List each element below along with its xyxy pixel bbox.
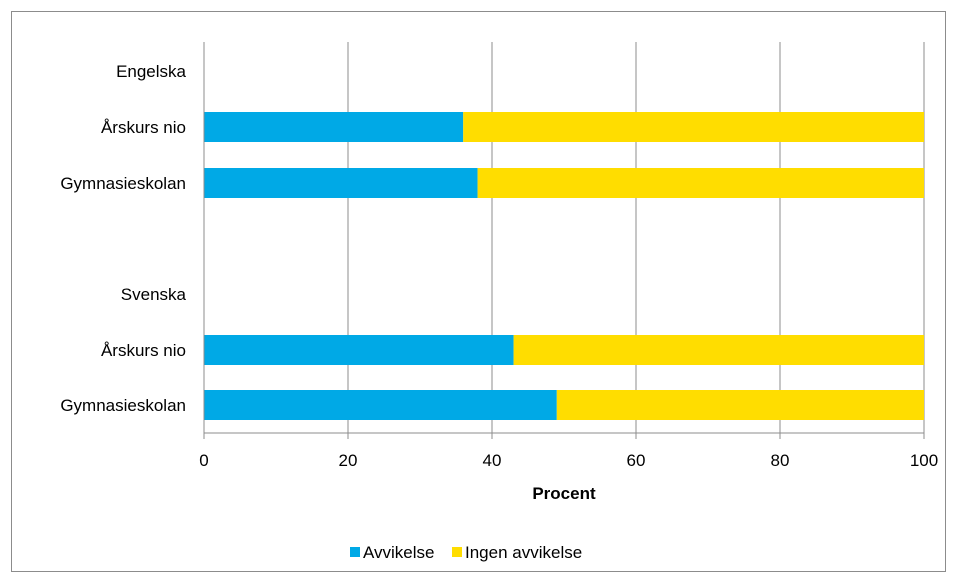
x-tick-label: 0 xyxy=(199,451,208,470)
group-label: Engelska xyxy=(116,62,186,81)
category-label: Årskurs nio xyxy=(101,118,186,137)
legend-swatch xyxy=(350,547,360,557)
group-label: Svenska xyxy=(121,285,187,304)
x-tick-label: 100 xyxy=(910,451,938,470)
x-tick-label: 80 xyxy=(771,451,790,470)
x-axis-title: Procent xyxy=(532,484,596,503)
category-label: Gymnasieskolan xyxy=(60,396,186,415)
bar-segment xyxy=(477,168,924,198)
gridlines xyxy=(347,42,925,433)
x-tick-label: 60 xyxy=(627,451,646,470)
bar-segment xyxy=(204,335,514,365)
x-tick-label: 40 xyxy=(483,451,502,470)
bar-segment xyxy=(463,112,924,142)
x-tick-labels: 0 20 40 60 80 100 xyxy=(199,433,938,470)
legend: Avvikelse Ingen avvikelse xyxy=(350,543,582,562)
bar-segment xyxy=(204,112,464,142)
x-tick-label: 20 xyxy=(339,451,358,470)
bar-segment xyxy=(556,390,924,420)
bar-segment xyxy=(204,168,478,198)
category-labels: Engelska Årskurs nio Gymnasieskolan Svenska… xyxy=(60,62,186,415)
legend-label: Avvikelse xyxy=(363,543,435,562)
bar-segment xyxy=(513,335,924,365)
chart-frame xyxy=(11,11,946,572)
legend-label: Ingen avvikelse xyxy=(465,543,582,562)
legend-swatch xyxy=(452,547,462,557)
bars xyxy=(204,112,924,420)
category-label: Gymnasieskolan xyxy=(60,174,186,193)
category-label: Årskurs nio xyxy=(101,341,186,360)
bar-segment xyxy=(204,390,557,420)
